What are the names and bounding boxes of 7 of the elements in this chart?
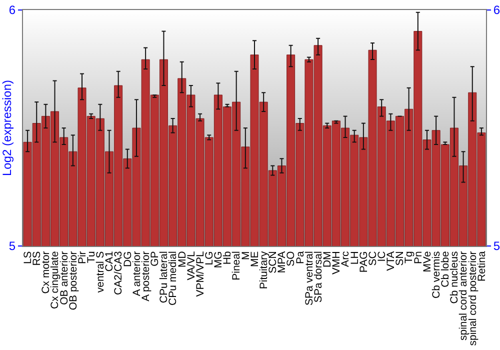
y2-tick-label: 5	[493, 239, 500, 254]
y2-tick-label: 6	[493, 3, 500, 18]
y-axis-title: Log2 (expression)	[0, 80, 14, 176]
x-tick-label: RS	[31, 251, 44, 266]
x-tick-label: Tg	[403, 251, 416, 264]
x-tick-label: LS	[22, 251, 34, 264]
x-tick-label: SO	[285, 251, 298, 266]
